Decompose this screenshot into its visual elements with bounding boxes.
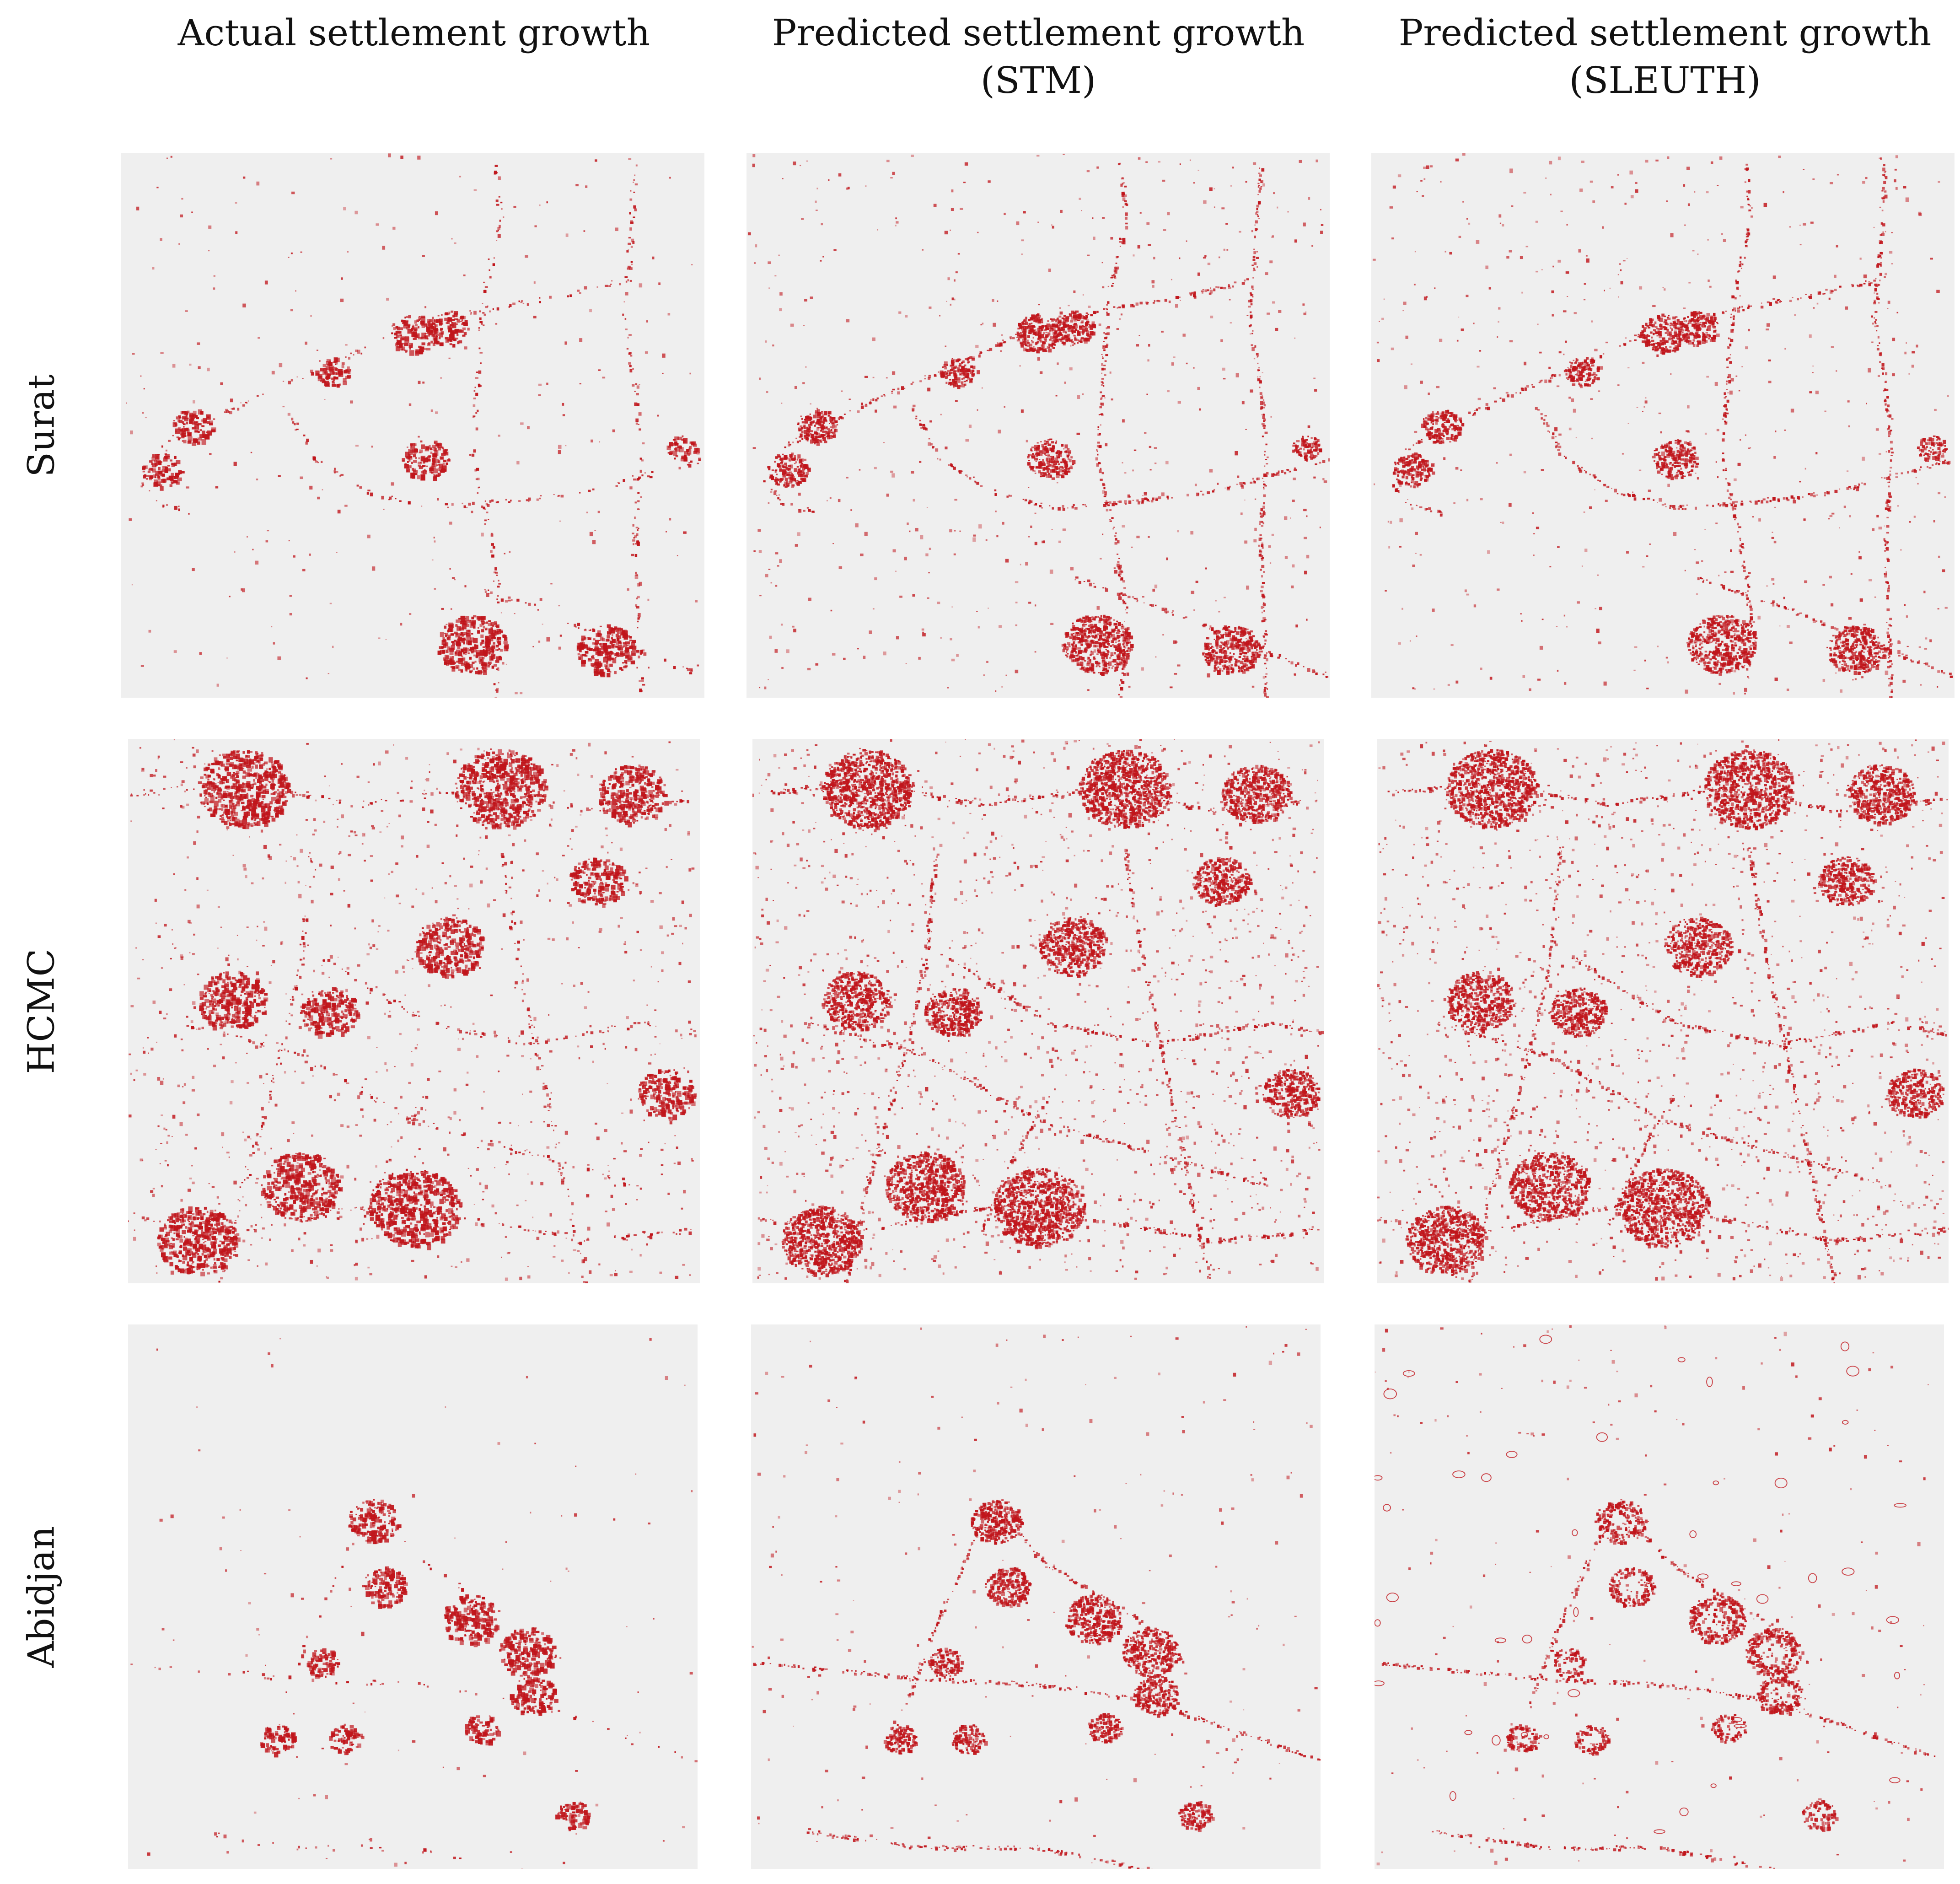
map-surat-stm (747, 153, 1330, 698)
column-header-sleuth: Predicted settlement growth (SLEUTH) (1372, 9, 1958, 104)
row-label-surat: Surat (18, 153, 64, 698)
map-panel-surat-sleuth (1371, 153, 1955, 698)
column-header-actual-line1: Actual settlement growth (178, 11, 650, 54)
map-panel-hcmc-sleuth (1377, 739, 1949, 1283)
settlement-pixels (126, 153, 701, 698)
map-hcmc-actual (128, 739, 697, 1283)
row-label-surat-text: Surat (20, 374, 63, 477)
column-header-sleuth-line2: (SLEUTH) (1372, 57, 1958, 104)
map-surat-sleuth (1372, 153, 1953, 698)
map-abidjan-sleuth (1375, 1325, 1936, 1869)
map-surat-actual (126, 153, 701, 698)
settlement-pixels (752, 1326, 1321, 1869)
map-abidjan-actual (130, 1338, 698, 1869)
column-header-stm-line2: (STM) (746, 57, 1331, 104)
row-label-hcmc: HCMC (18, 739, 64, 1283)
map-hcmc-sleuth (1377, 739, 1949, 1283)
settlement-pixels (1375, 1325, 1936, 1869)
column-header-stm-line1: Predicted settlement growth (772, 11, 1305, 54)
row-label-abidjan: Abidjan (18, 1324, 64, 1869)
row-label-hcmc-text: HCMC (20, 948, 63, 1074)
map-abidjan-stm (752, 1326, 1321, 1869)
settlement-pixels (130, 1338, 698, 1869)
map-panel-abidjan-sleuth (1375, 1324, 1944, 1869)
settlement-pixels (128, 739, 697, 1283)
settlement-pixels (747, 153, 1330, 698)
column-header-actual: Actual settlement growth (121, 9, 707, 57)
map-panel-surat-stm (746, 153, 1330, 698)
map-hcmc-stm (752, 739, 1324, 1283)
map-panel-abidjan-actual (128, 1324, 698, 1869)
map-panel-hcmc-stm (752, 739, 1324, 1283)
map-panel-abidjan-stm (751, 1324, 1321, 1869)
row-label-abidjan-text: Abidjan (20, 1526, 63, 1668)
column-header-sleuth-line1: Predicted settlement growth (1399, 11, 1932, 54)
column-header-stm: Predicted settlement growth (STM) (746, 9, 1331, 104)
map-panel-surat-actual (121, 153, 704, 698)
settlement-pixels (1377, 739, 1949, 1283)
settlement-pixels (752, 739, 1324, 1283)
map-panel-hcmc-actual (128, 739, 700, 1283)
settlement-pixels (1372, 153, 1953, 698)
